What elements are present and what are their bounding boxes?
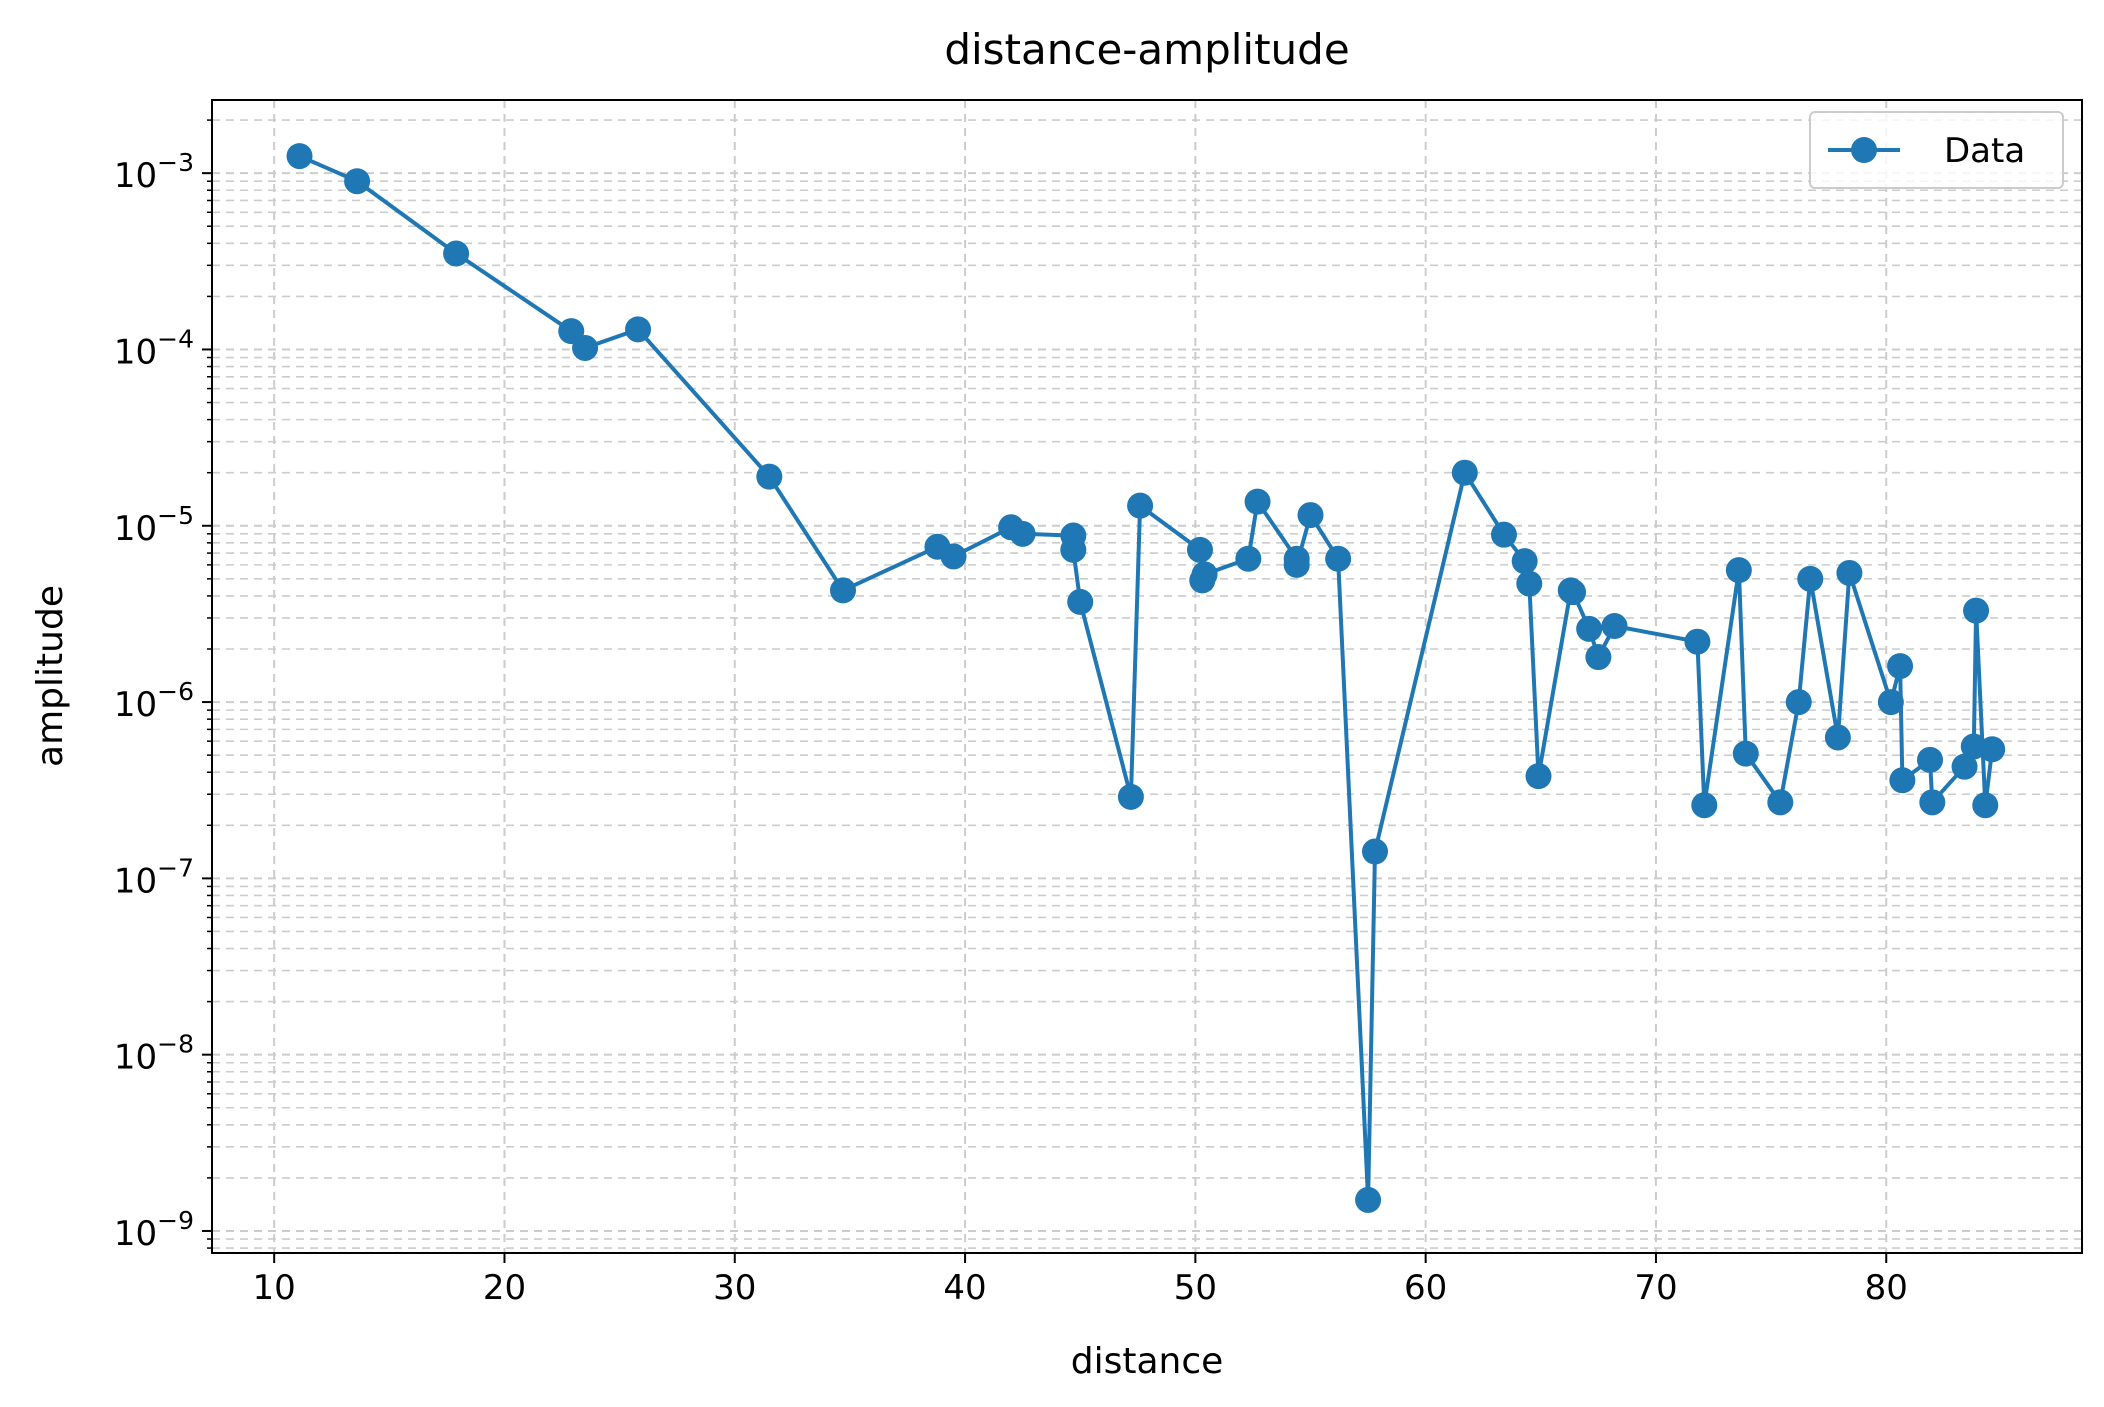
data-point: [1235, 545, 1262, 572]
legend-frame: [1809, 111, 2064, 189]
y-tick-label-base: 10: [114, 156, 157, 196]
data-point: [1877, 689, 1904, 716]
data-point: [625, 316, 652, 343]
data-point: [1797, 565, 1824, 592]
data-point: [1785, 689, 1812, 716]
data-point: [1516, 570, 1543, 597]
y-tick-label-base: 10: [114, 861, 157, 901]
x-tick-label: 80: [1865, 1268, 1908, 1308]
data-point: [1355, 1186, 1382, 1213]
y-tick-label-exponent: −5: [157, 501, 194, 530]
y-axis-label: amplitude: [30, 585, 71, 767]
data-point: [1917, 746, 1944, 773]
data-point: [1576, 615, 1603, 642]
y-tick-label: 10−4: [114, 324, 194, 372]
data-point: [1919, 789, 1946, 816]
data-point: [1511, 548, 1538, 575]
data-point: [1451, 459, 1478, 486]
data-point: [1979, 736, 2006, 763]
y-tick-label-exponent: −4: [157, 324, 194, 353]
y-tick-label-exponent: −7: [157, 853, 194, 882]
y-tick-label: 10−9: [114, 1206, 194, 1254]
data-point: [1127, 492, 1154, 519]
series-line: [298, 154, 1995, 1202]
data-point: [1361, 838, 1388, 865]
legend-label: Data: [1944, 131, 2025, 171]
legend: Data: [1809, 111, 2064, 189]
data-point: [1325, 545, 1352, 572]
data-point: [1117, 783, 1144, 810]
data-point: [1767, 789, 1794, 816]
data-point: [344, 168, 371, 195]
data-point: [1951, 753, 1978, 780]
data-point: [1191, 561, 1218, 588]
x-tick-label: 20: [483, 1268, 526, 1308]
data-point: [1972, 792, 1999, 819]
data-point: [1490, 521, 1517, 548]
data-point: [1283, 551, 1310, 578]
x-tick-label: 30: [713, 1268, 756, 1308]
y-tick-label: 10−3: [114, 148, 194, 196]
data-point: [1009, 520, 1036, 547]
data-point: [443, 240, 470, 267]
y-tick-label-exponent: −6: [157, 677, 194, 706]
y-tick-label-exponent: −8: [157, 1030, 194, 1059]
data-point: [1186, 536, 1213, 563]
y-tick-label-base: 10: [114, 685, 157, 725]
ticks-layer: 10 20 30 40 50 60 70 8010−910−810−710−610−510−4…: [114, 119, 1908, 1308]
data-point: [1601, 613, 1628, 640]
data-point: [572, 334, 599, 361]
data-point: [1297, 502, 1324, 529]
y-tick-label-exponent: −3: [157, 148, 194, 177]
data-point: [1244, 488, 1271, 515]
y-tick-label: 10−6: [114, 677, 194, 725]
x-tick-label: 40: [943, 1268, 986, 1308]
grid-layer: [212, 100, 2082, 1253]
data-point: [830, 577, 857, 604]
data-point: [1889, 767, 1916, 794]
y-tick-label-base: 10: [114, 1214, 157, 1254]
data-point: [1060, 536, 1087, 563]
data-point: [1732, 740, 1759, 767]
data-point: [1691, 792, 1718, 819]
data-point: [1684, 628, 1711, 655]
y-tick-label: 10−7: [114, 853, 194, 901]
series-layer: [286, 143, 2006, 1213]
chart-title: distance-amplitude: [944, 25, 1349, 74]
y-tick-label: 10−5: [114, 501, 194, 549]
data-point: [1824, 724, 1851, 751]
y-tick-label-base: 10: [114, 1038, 157, 1078]
data-point: [1560, 579, 1587, 606]
y-tick-label-base: 10: [114, 332, 157, 372]
data-point: [1725, 557, 1752, 584]
x-tick-label: 50: [1174, 1268, 1217, 1308]
data-point: [286, 143, 313, 170]
x-tick-label: 10: [253, 1268, 296, 1308]
x-tick-label: 70: [1634, 1268, 1677, 1308]
plot-frame: [211, 99, 2083, 1254]
data-point: [1585, 644, 1612, 671]
y-tick-label-exponent: −9: [157, 1206, 194, 1235]
x-tick-label: 60: [1404, 1268, 1447, 1308]
data-point: [940, 543, 967, 570]
x-axis-label: distance: [1071, 1341, 1224, 1382]
data-point: [1963, 597, 1990, 624]
data-point: [1525, 763, 1552, 790]
data-point: [1067, 588, 1094, 615]
legend-point-marker: [1851, 137, 1877, 163]
data-point: [1836, 559, 1863, 586]
y-tick-label-base: 10: [114, 509, 157, 549]
y-tick-label: 10−8: [114, 1030, 194, 1078]
data-point: [1887, 653, 1914, 680]
data-point: [756, 463, 783, 490]
